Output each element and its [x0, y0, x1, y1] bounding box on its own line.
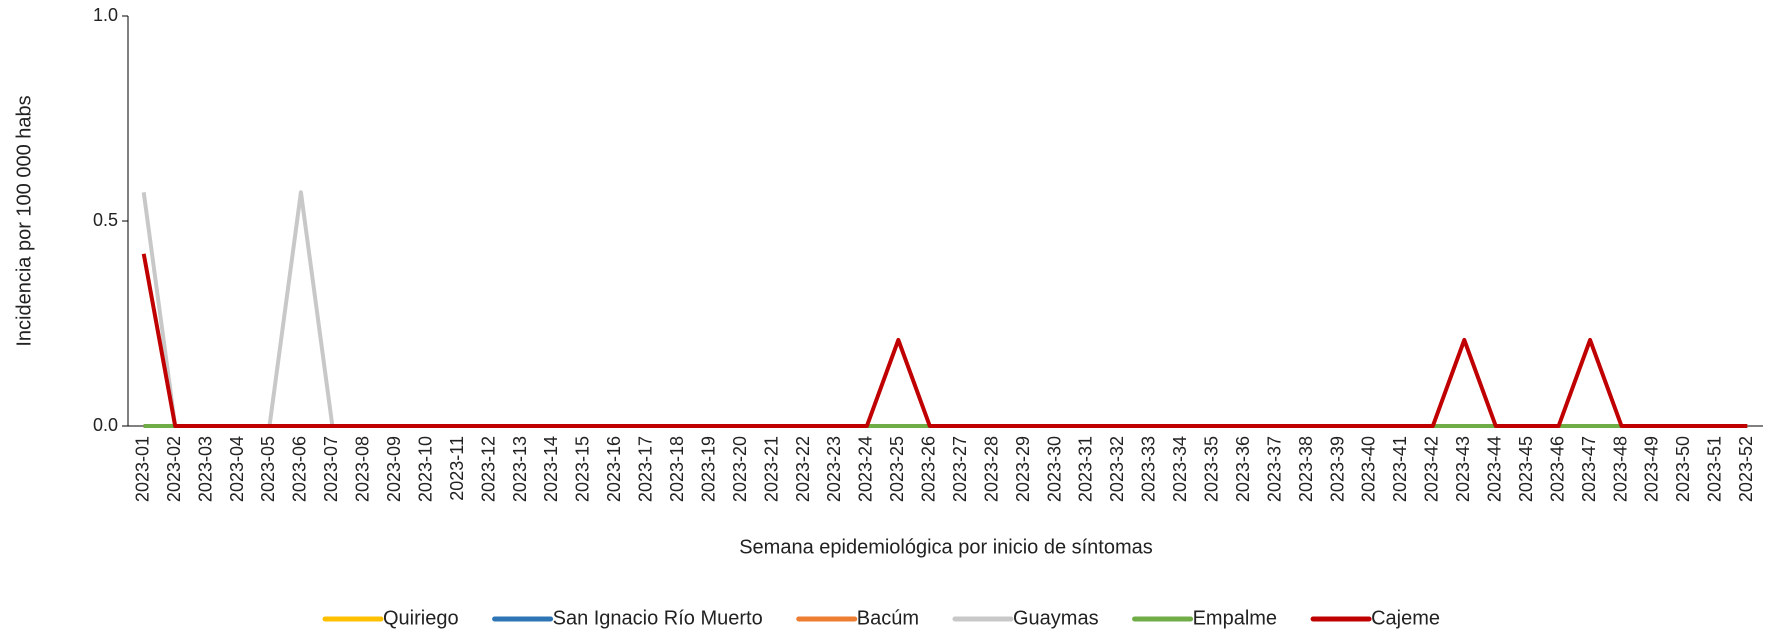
x-tick-label: 2023-21: [761, 436, 781, 502]
series-line: [141, 253, 1748, 428]
x-tick-label: 2023-09: [384, 436, 404, 502]
x-tick-label: 2023-34: [1170, 436, 1190, 502]
x-tick-label: 2023-13: [510, 436, 530, 502]
x-tick-label: 2023-11: [447, 436, 467, 501]
legend-label: Guaymas: [1013, 607, 1099, 629]
x-tick-label: 2023-26: [919, 436, 939, 502]
x-tick-label: 2023-33: [1139, 436, 1159, 502]
x-tick-label: 2023-47: [1579, 436, 1599, 502]
x-tick-label: 2023-43: [1453, 436, 1473, 502]
x-tick-label: 2023-08: [353, 436, 373, 502]
x-tick-label: 2023-25: [887, 436, 907, 502]
y-tick-label: 0.5: [93, 210, 118, 230]
x-tick-label: 2023-22: [793, 436, 813, 502]
x-tick-label: 2023-18: [667, 436, 687, 502]
x-tick-label: 2023-38: [1296, 436, 1316, 502]
x-tick-label: 2023-46: [1547, 436, 1567, 502]
x-tick-label: 2023-28: [981, 436, 1001, 502]
x-tick-label: 2023-50: [1673, 436, 1693, 502]
legend-label: Empalme: [1193, 607, 1277, 629]
y-tick-label: 0.0: [93, 415, 118, 435]
x-tick-label: 2023-23: [824, 436, 844, 502]
x-axis-title: Semana epidemiológica por inicio de sínt…: [739, 536, 1153, 558]
x-tick-label: 2023-24: [856, 436, 876, 502]
x-tick-label: 2023-45: [1516, 436, 1536, 502]
series-line: [141, 190, 1748, 428]
x-tick-label: 2023-02: [164, 436, 184, 502]
x-tick-label: 2023-03: [195, 436, 215, 502]
x-tick-label: 2023-06: [290, 436, 310, 502]
x-tick-label: 2023-16: [604, 436, 624, 502]
x-tick-label: 2023-35: [1202, 436, 1222, 502]
x-tick-label: 2023-44: [1484, 436, 1504, 502]
x-tick-label: 2023-52: [1736, 436, 1756, 502]
x-tick-label: 2023-10: [415, 436, 435, 502]
x-tick-label: 2023-31: [1076, 436, 1096, 502]
x-tick-label: 2023-37: [1264, 436, 1284, 502]
x-tick-label: 2023-41: [1390, 436, 1410, 502]
x-tick-label: 2023-51: [1705, 436, 1725, 502]
x-tick-label: 2023-12: [478, 436, 498, 502]
x-tick-label: 2023-49: [1642, 436, 1662, 502]
x-tick-label: 2023-05: [258, 436, 278, 502]
x-tick-label: 2023-07: [321, 436, 341, 502]
x-tick-label: 2023-30: [1044, 436, 1064, 502]
x-tick-label: 2023-32: [1107, 436, 1127, 502]
x-tick-label: 2023-20: [730, 436, 750, 502]
x-tick-label: 2023-15: [573, 436, 593, 502]
x-tick-label: 2023-39: [1327, 436, 1347, 502]
x-tick-label: 2023-01: [132, 436, 152, 502]
legend-label: Quiriego: [383, 607, 459, 629]
x-tick-label: 2023-42: [1422, 436, 1442, 502]
x-tick-label: 2023-04: [227, 436, 247, 502]
legend-label: Bacúm: [857, 607, 919, 629]
x-tick-label: 2023-40: [1359, 436, 1379, 502]
legend-label: Cajeme: [1371, 607, 1440, 629]
x-tick-label: 2023-27: [950, 436, 970, 502]
y-axis-title: Incidencia por 100 000 habs: [13, 95, 35, 346]
legend-label: San Ignacio Río Muerto: [553, 607, 763, 629]
y-tick-label: 1.0: [93, 5, 118, 25]
x-tick-label: 2023-29: [1013, 436, 1033, 502]
x-tick-label: 2023-19: [698, 436, 718, 502]
x-tick-label: 2023-36: [1233, 436, 1253, 502]
x-tick-label: 2023-14: [541, 436, 561, 502]
x-tick-label: 2023-17: [636, 436, 656, 502]
x-tick-label: 2023-48: [1610, 436, 1630, 502]
